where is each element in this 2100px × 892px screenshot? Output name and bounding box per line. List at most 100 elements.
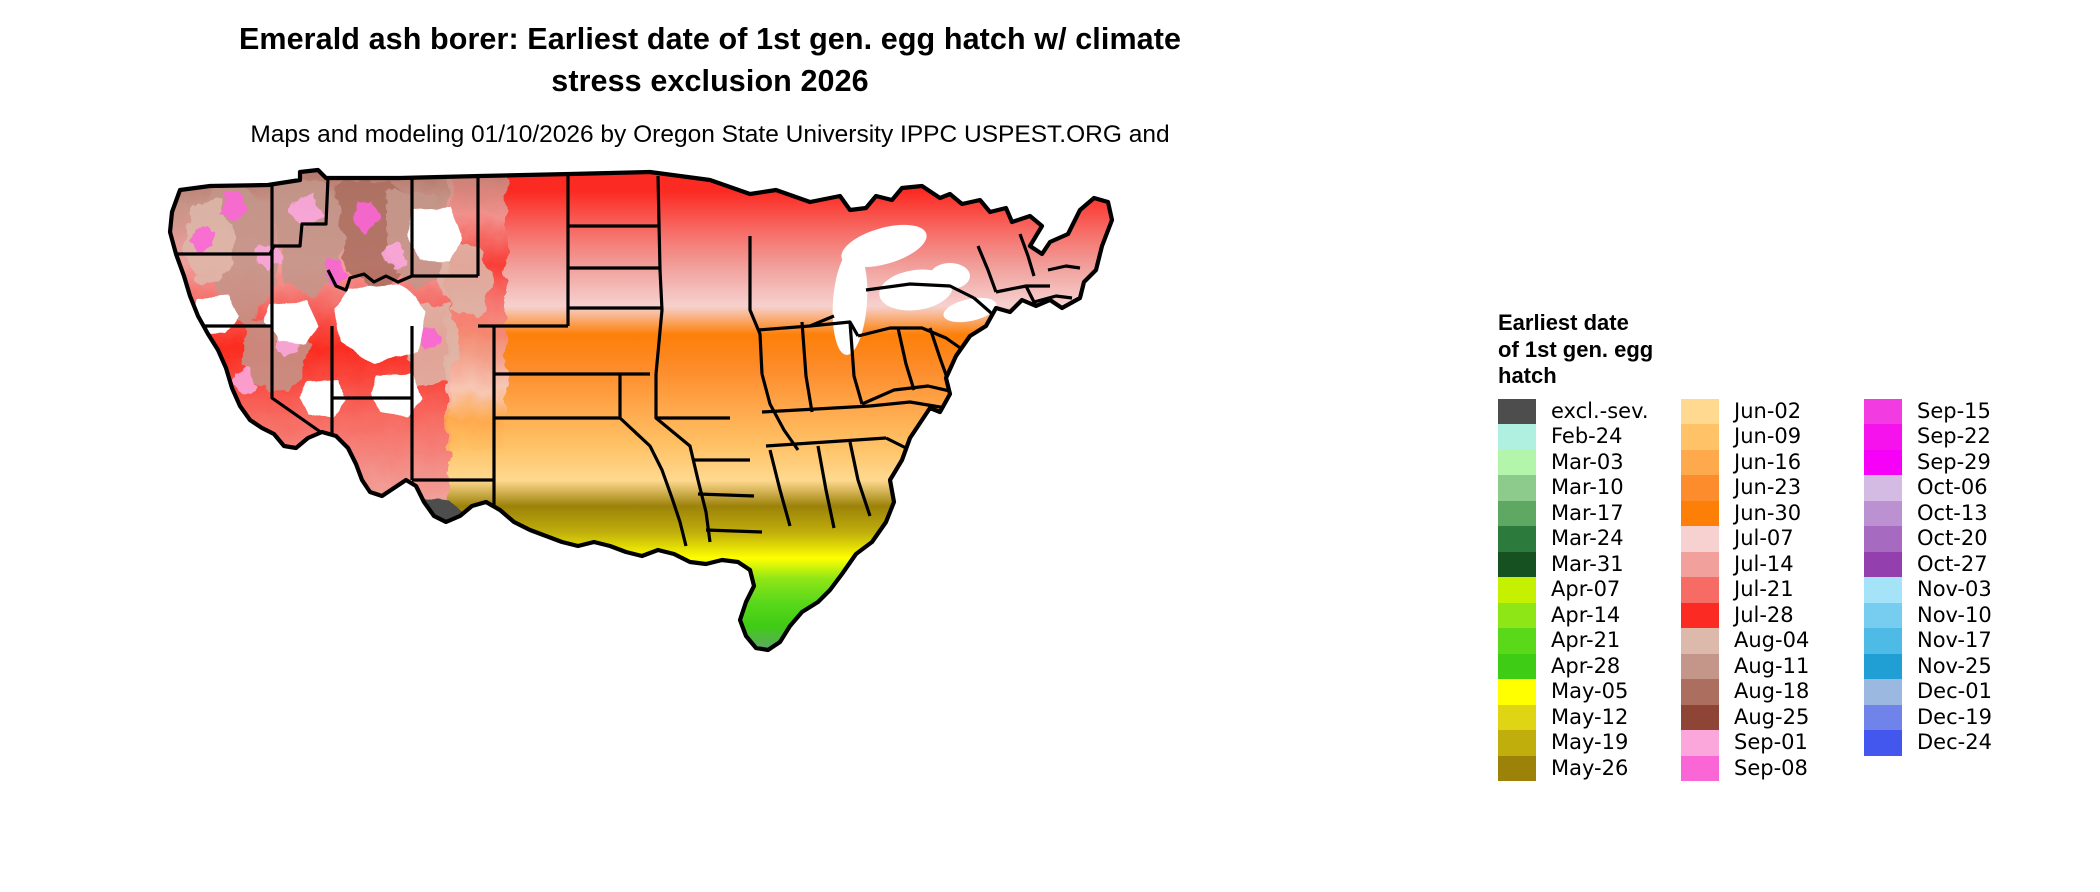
legend-item[interactable]: Dec-19 [1864, 704, 2047, 730]
legend-swatch [1681, 551, 1719, 577]
legend-label: Jul-28 [1734, 602, 1794, 627]
legend-item[interactable]: May-26 [1498, 755, 1681, 781]
legend-label: Jun-09 [1734, 424, 1802, 448]
legend-item[interactable]: Dec-01 [1864, 679, 2047, 705]
legend-label: May-12 [1551, 704, 1629, 729]
legend-swatch [1681, 475, 1719, 501]
legend-item[interactable]: May-05 [1498, 679, 1681, 705]
legend-item[interactable]: Feb-24 [1498, 424, 1681, 450]
legend-swatch [1498, 730, 1536, 756]
legend-swatch [1681, 526, 1719, 552]
legend-item[interactable]: Dec-24 [1864, 730, 2047, 756]
legend-swatch [1864, 424, 1902, 450]
legend-item[interactable]: Jun-09 [1681, 424, 1864, 450]
legend-item[interactable]: Jun-16 [1681, 449, 1864, 475]
legend-swatch [1498, 424, 1536, 450]
legend-label: Jun-23 [1734, 475, 1802, 499]
legend-column-3: Sep-15 Sep-22 Sep-29 Oct-06 Oct-13 Oct-2… [1864, 398, 2047, 782]
legend-item[interactable]: May-12 [1498, 704, 1681, 730]
legend-swatch [1864, 449, 1902, 475]
legend-swatch [1681, 628, 1719, 654]
legend-label: Sep-22 [1917, 424, 1991, 448]
legend-item[interactable]: Jun-23 [1681, 475, 1864, 501]
page-title: Emerald ash borer: Earliest date of 1st … [238, 22, 1182, 98]
legend-label: Sep-01 [1734, 730, 1808, 754]
legend-label: Dec-19 [1917, 704, 1992, 729]
legend-swatch [1681, 449, 1719, 475]
legend-item[interactable]: Nov-03 [1864, 577, 2047, 603]
legend-label: Dec-01 [1917, 679, 1992, 703]
legend-item[interactable]: Mar-31 [1498, 551, 1681, 577]
legend-swatch [1498, 755, 1536, 781]
legend-item[interactable]: Apr-21 [1498, 628, 1681, 654]
legend-swatch [1864, 602, 1902, 628]
legend-label: Mar-24 [1551, 526, 1624, 550]
legend-swatch [1864, 704, 1902, 730]
legend-item[interactable]: Oct-27 [1864, 551, 2047, 577]
legend-item[interactable]: Apr-14 [1498, 602, 1681, 628]
legend-item[interactable]: Jul-14 [1681, 551, 1864, 577]
legend-item[interactable]: Aug-25 [1681, 704, 1864, 730]
legend-item[interactable]: Jul-21 [1681, 577, 1864, 603]
legend-label: Jun-30 [1734, 500, 1802, 525]
legend-label: Nov-25 [1917, 653, 1992, 678]
legend-item[interactable]: Nov-10 [1864, 602, 2047, 628]
legend-swatch [1681, 577, 1719, 603]
legend-swatch [1498, 679, 1536, 705]
legend-label: Nov-03 [1917, 577, 1992, 601]
legend-item[interactable]: Oct-13 [1864, 500, 2047, 526]
legend-item[interactable]: Jun-30 [1681, 500, 1864, 526]
legend-item[interactable]: Aug-18 [1681, 679, 1864, 705]
legend-item[interactable]: Sep-08 [1681, 755, 1864, 781]
legend-label: May-26 [1551, 755, 1629, 780]
legend-label: Sep-15 [1917, 398, 1991, 423]
legend-item[interactable]: Sep-29 [1864, 449, 2047, 475]
legend-item[interactable]: Oct-20 [1864, 526, 2047, 552]
legend-item[interactable]: Sep-01 [1681, 730, 1864, 756]
legend-item[interactable]: Jul-28 [1681, 602, 1864, 628]
legend-item[interactable]: Mar-10 [1498, 475, 1681, 501]
legend-label: Mar-31 [1551, 551, 1624, 576]
great-lakes [832, 224, 997, 355]
legend-column-1: excl.-sev. Feb-24 Mar-03 Mar-10 Mar-17 M… [1498, 398, 1681, 781]
legend-item[interactable]: Sep-15 [1864, 398, 2047, 424]
legend-label: Apr-28 [1551, 653, 1621, 678]
legend-swatch [1498, 704, 1536, 730]
legend-swatch [1864, 500, 1902, 526]
legend-swatch [1864, 577, 1902, 603]
legend-label: Oct-06 [1917, 475, 1988, 499]
legend-swatch [1681, 755, 1719, 781]
legend-swatch [1498, 602, 1536, 628]
legend-item[interactable]: Sep-22 [1864, 424, 2047, 450]
legend-item[interactable]: May-19 [1498, 730, 1681, 756]
legend-item[interactable]: Apr-28 [1498, 653, 1681, 679]
legend-swatch [1864, 398, 1902, 424]
legend-swatch [1864, 730, 1902, 756]
legend-swatch [1681, 398, 1719, 424]
legend-swatch [1681, 653, 1719, 679]
legend-item[interactable]: excl.-sev. [1498, 398, 1681, 424]
legend-label: Dec-24 [1917, 730, 1992, 754]
legend-item[interactable]: Nov-17 [1864, 628, 2047, 654]
legend-label: Sep-29 [1917, 449, 1991, 474]
legend-label: Nov-10 [1917, 602, 1992, 627]
legend-label: Aug-11 [1734, 653, 1810, 678]
us-phenology-map [150, 150, 1170, 670]
legend-label: Jun-16 [1734, 449, 1802, 474]
legend-item[interactable]: Mar-17 [1498, 500, 1681, 526]
legend-item[interactable]: Nov-25 [1864, 653, 2047, 679]
legend-item[interactable]: Oct-06 [1864, 475, 2047, 501]
legend-label: Aug-18 [1734, 679, 1810, 703]
legend-label: Apr-14 [1551, 602, 1621, 627]
legend-item[interactable]: Mar-24 [1498, 526, 1681, 552]
legend-label: May-19 [1551, 730, 1629, 754]
legend-label: Apr-07 [1551, 577, 1621, 601]
legend-item[interactable]: Aug-04 [1681, 628, 1864, 654]
legend-title: Earliest date of 1st gen. egg hatch [1498, 310, 1654, 388]
legend-item[interactable]: Aug-11 [1681, 653, 1864, 679]
legend-swatch [1498, 577, 1536, 603]
legend-item[interactable]: Mar-03 [1498, 449, 1681, 475]
legend-item[interactable]: Jun-02 [1681, 398, 1864, 424]
legend-item[interactable]: Jul-07 [1681, 526, 1864, 552]
legend-item[interactable]: Apr-07 [1498, 577, 1681, 603]
